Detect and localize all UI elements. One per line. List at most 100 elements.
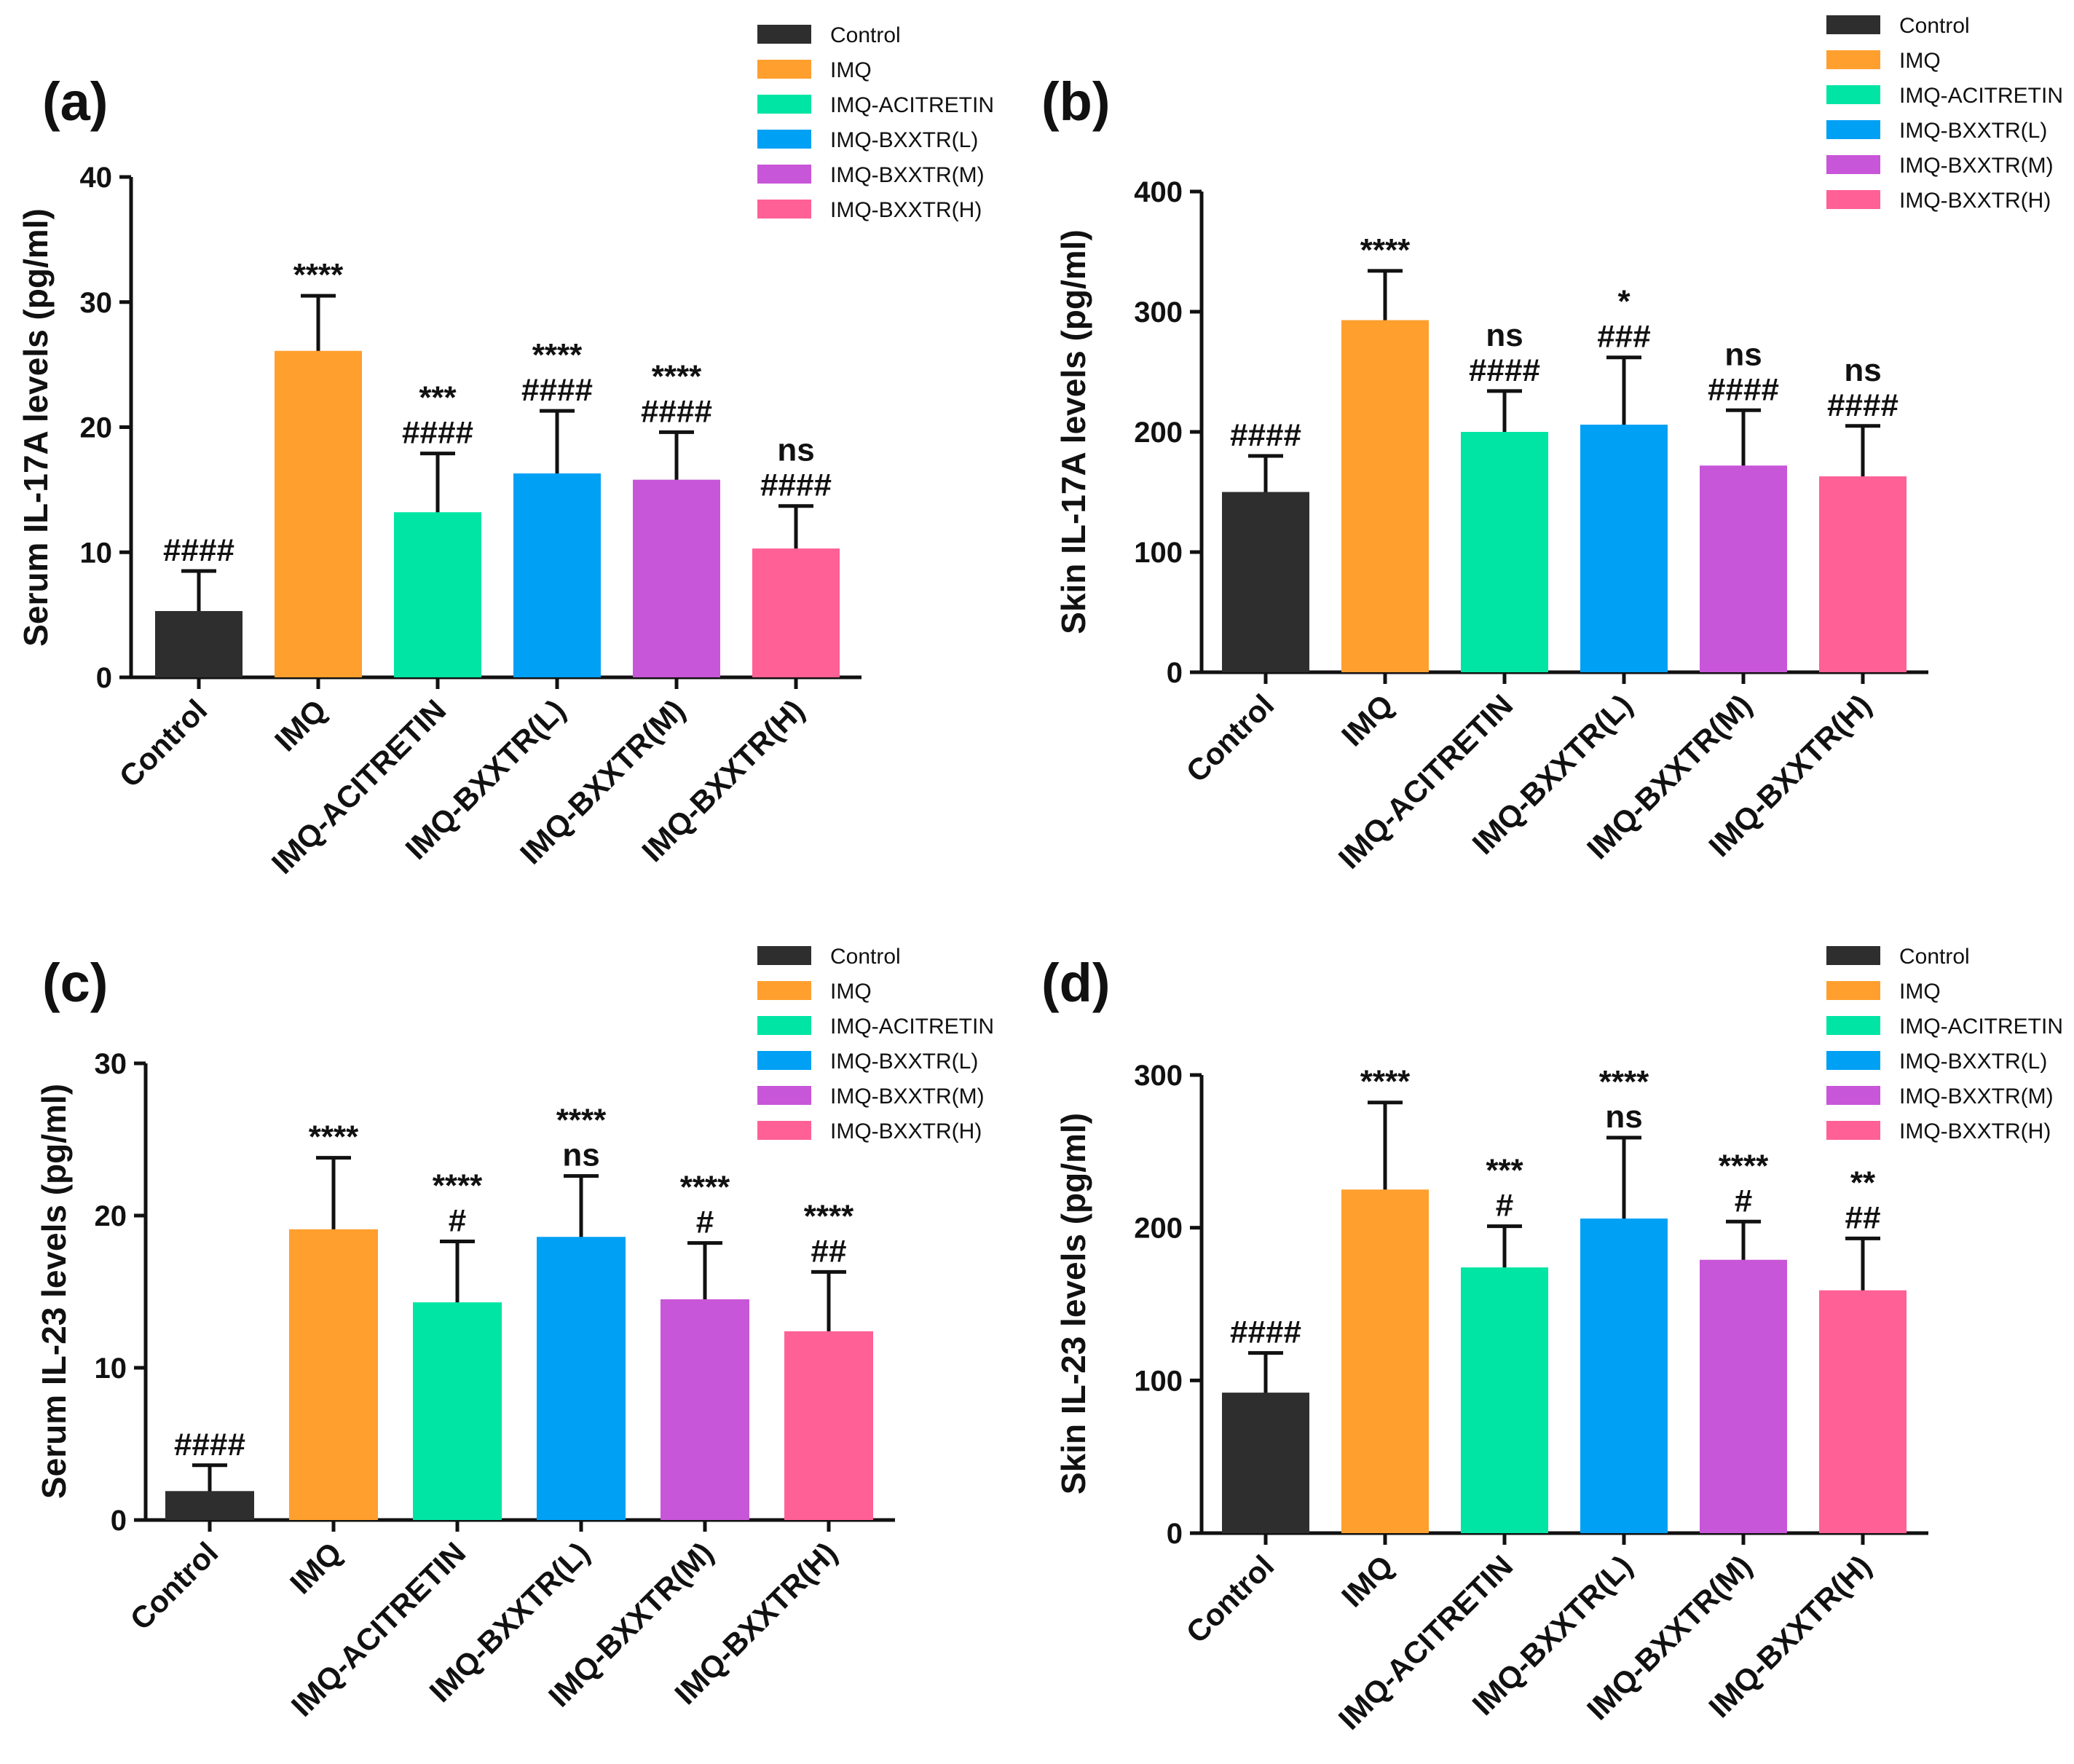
x-tick-label-control: Control: [113, 693, 214, 794]
legend-swatch-imq-bxxtr-h: [1826, 1121, 1880, 1140]
significance-label: ####: [1469, 353, 1540, 388]
legend-swatch-imq-acitretin: [757, 1016, 811, 1035]
significance-label: ns: [1844, 353, 1881, 388]
legend-label-imq-bxxtr-h: IMQ-BXXTR(H): [830, 198, 982, 222]
legend-label-imq-acitretin: IMQ-ACITRETIN: [1899, 84, 2063, 108]
bar-imq-bxxtr-h: [1819, 1290, 1907, 1533]
significance-label: #: [1496, 1188, 1513, 1224]
significance-label: ****: [1360, 232, 1411, 268]
legend-swatch-imq: [757, 60, 811, 79]
legend-swatch-imq: [1826, 50, 1880, 69]
legend-swatch-imq-bxxtr-m: [757, 1086, 811, 1105]
significance-label: ****: [1719, 1148, 1769, 1184]
significance-label: ####: [1230, 1315, 1301, 1350]
panel-label: (d): [1041, 953, 1111, 1013]
y-tick-label: 30: [80, 287, 113, 319]
y-tick-label: 400: [1134, 176, 1183, 208]
bar-imq-bxxtr-l: [1580, 425, 1668, 672]
legend-label-imq: IMQ: [1899, 980, 1941, 1004]
legend-label-imq-bxxtr-m: IMQ-BXXTR(M): [1899, 154, 2054, 178]
y-tick-label: 100: [1134, 537, 1183, 569]
significance-label: ns: [1605, 1099, 1642, 1135]
x-tick-label-control: Control: [1180, 688, 1281, 789]
legend-swatch-control: [757, 25, 811, 44]
y-tick-label: 20: [95, 1200, 127, 1232]
chart-panel-d: (d) Skin IL-23 levels (pg/ml) 0 100 200 300 Co…: [1041, 945, 2063, 1736]
legend-swatch-imq-bxxtr-l: [757, 130, 811, 149]
bar-control: [1222, 1393, 1309, 1533]
legend-label-imq-bxxtr-h: IMQ-BXXTR(H): [1899, 1119, 2051, 1143]
legend-swatch-control: [757, 946, 811, 965]
y-tick-label: 100: [1134, 1365, 1183, 1397]
bar-imq: [1341, 1189, 1429, 1533]
significance-label: ****: [532, 337, 583, 373]
significance-label: ****: [680, 1170, 730, 1205]
bar-imq-bxxtr-m: [633, 479, 720, 677]
bar-imq-bxxtr-l: [513, 473, 601, 677]
x-tick-label-control: Control: [1180, 1548, 1281, 1650]
bar-imq-acitretin: [1461, 432, 1548, 672]
legend: Control IMQ IMQ-ACITRETIN IMQ-BXXTR(L) IMQ-B…: [1826, 14, 2063, 213]
legend-label-imq-bxxtr-h: IMQ-BXXTR(H): [1899, 189, 2051, 213]
legend-swatch-imq-bxxtr-l: [757, 1051, 811, 1070]
bar-control: [1222, 492, 1309, 672]
bar-imq-bxxtr-m: [661, 1299, 749, 1520]
x-tick-label-imq: IMQ: [268, 693, 333, 757]
legend-swatch-imq-bxxtr-h: [1826, 190, 1880, 209]
y-axis-title: Skin IL-23 levels (pg/ml): [1054, 1113, 1092, 1495]
y-tick-label: 200: [1134, 1213, 1183, 1245]
legend-label-imq-bxxtr-m: IMQ-BXXTR(M): [1899, 1084, 2054, 1109]
significance-label: ns: [777, 433, 814, 468]
significance-label: ####: [1827, 387, 1898, 423]
legend-swatch-imq-bxxtr-m: [1826, 155, 1880, 174]
y-axis-title: Skin IL-17A levels (pg/ml): [1054, 229, 1092, 634]
y-tick-label: 0: [1167, 1518, 1183, 1550]
significance-label: ####: [174, 1427, 245, 1462]
significance-label: *: [1617, 284, 1631, 320]
significance-label: ####: [402, 415, 473, 451]
legend-label-imq: IMQ: [1899, 49, 1941, 73]
legend-swatch-imq-acitretin: [1826, 85, 1880, 104]
y-axis-title: Serum IL-17A levels (pg/ml): [17, 208, 55, 647]
bar-imq-bxxtr-h: [784, 1331, 873, 1520]
legend-label-control: Control: [830, 945, 901, 969]
chart-panel-c: (c) Serum IL-23 levels (pg/ml) 0 10 20 30 Cont…: [35, 945, 994, 1723]
x-tick-label-imq: IMQ: [1335, 688, 1400, 752]
chart-panel-b: (b) Skin IL-17A levels (pg/ml) 0 100 200 300 4…: [1041, 14, 2063, 875]
legend-label-imq-acitretin: IMQ-ACITRETIN: [1899, 1015, 2063, 1039]
panel-label: (b): [1041, 71, 1111, 132]
legend-label-control: Control: [1899, 945, 1970, 969]
significance-label: ****: [652, 358, 702, 394]
significance-label: ####: [641, 393, 712, 429]
legend-label-imq-acitretin: IMQ-ACITRETIN: [830, 1015, 994, 1039]
significance-label: #: [696, 1205, 714, 1240]
legend-swatch-control: [1826, 946, 1880, 965]
significance-label: ****: [804, 1198, 854, 1234]
significance-label: ns: [1724, 336, 1762, 372]
legend-label-imq: IMQ: [830, 58, 872, 82]
y-axis-title: Serum IL-23 levels (pg/ml): [35, 1084, 73, 1499]
significance-label: ####: [760, 468, 832, 503]
significance-label: **: [1850, 1165, 1876, 1200]
bar-imq: [275, 350, 362, 677]
significance-label: ****: [309, 1119, 359, 1155]
legend-swatch-imq-acitretin: [1826, 1016, 1880, 1035]
significance-label: ####: [1708, 371, 1779, 407]
y-tick-label: 10: [95, 1352, 127, 1385]
y-tick-label: 10: [80, 537, 113, 569]
legend-swatch-imq-bxxtr-m: [1826, 1086, 1880, 1105]
bar-imq-acitretin: [394, 512, 481, 677]
significance-label: ****: [1360, 1064, 1411, 1100]
legend-label-imq: IMQ: [830, 980, 872, 1004]
bar-imq-bxxtr-l: [1580, 1218, 1668, 1533]
significance-label: ****: [433, 1168, 483, 1204]
significance-label: ####: [1230, 417, 1301, 453]
y-tick-label: 0: [111, 1505, 127, 1537]
significance-label: ns: [562, 1138, 599, 1173]
legend: Control IMQ IMQ-ACITRETIN IMQ-BXXTR(L) IMQ-B…: [1826, 945, 2063, 1143]
legend-label-imq-bxxtr-l: IMQ-BXXTR(L): [1899, 1050, 2047, 1074]
legend-label-imq-bxxtr-m: IMQ-BXXTR(M): [830, 1084, 985, 1109]
significance-label: #: [449, 1203, 466, 1239]
significance-label: ****: [1599, 1064, 1649, 1100]
legend-swatch-imq-acitretin: [757, 95, 811, 114]
